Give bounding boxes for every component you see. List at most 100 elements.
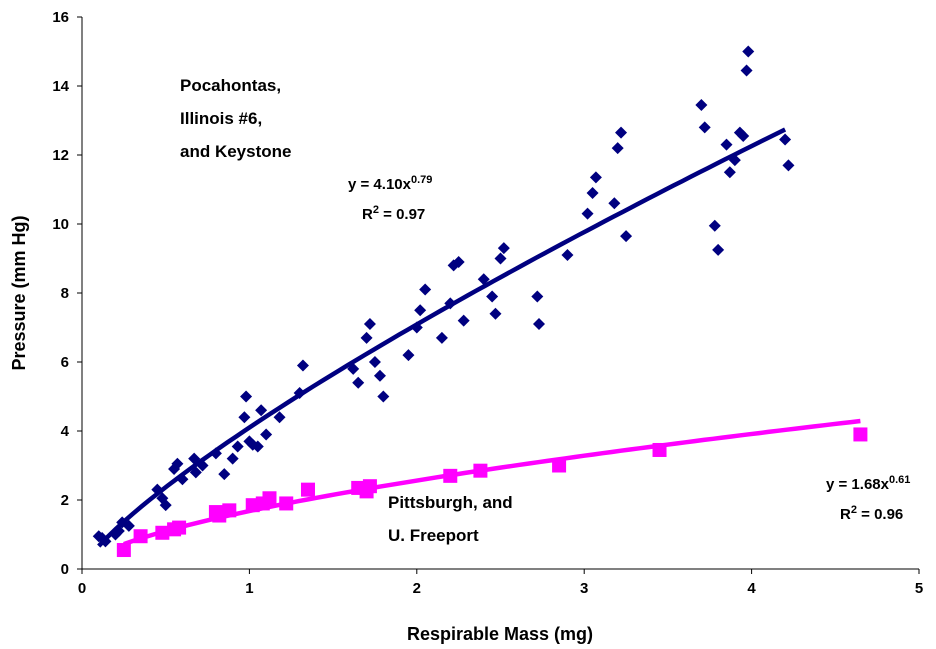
series-1-point xyxy=(363,318,376,331)
y-tick-label: 0 xyxy=(61,561,69,578)
series-1-point xyxy=(615,126,628,139)
series-2-label: Pittsburgh, and U. Freeport xyxy=(388,493,517,545)
x-axis-title: Respirable Mass (mg) xyxy=(407,624,593,644)
series-1-point xyxy=(414,304,427,317)
series-2-r2-value: = 0.96 xyxy=(857,506,903,523)
series-1-point xyxy=(238,411,251,424)
y-tick-label: 4 xyxy=(61,423,70,440)
trendlines xyxy=(97,127,861,548)
series-1-point xyxy=(410,321,423,334)
series-1-point xyxy=(737,130,750,143)
series-1-point xyxy=(273,411,286,424)
series-1-r2-prefix: R xyxy=(362,206,373,223)
series-1-r2-sup: 2 xyxy=(373,204,379,216)
series-1-point xyxy=(695,98,708,111)
series-2-point xyxy=(222,503,237,518)
series-1-point xyxy=(360,331,373,344)
y-tick-label: 6 xyxy=(61,354,69,371)
series-1-point xyxy=(742,45,755,58)
series-2-point xyxy=(279,496,294,511)
series-1-point xyxy=(189,466,202,479)
series-1-point xyxy=(176,473,189,486)
series-1-label-line-3: and Keystone xyxy=(180,142,291,161)
series-1-point xyxy=(452,255,465,268)
series-2-point xyxy=(116,543,131,558)
series-1-point xyxy=(226,452,239,465)
series-1-point xyxy=(260,428,273,441)
series-1-point xyxy=(159,499,172,512)
series-1-point xyxy=(589,171,602,184)
series-1-point xyxy=(611,142,624,155)
y-tick-label: 8 xyxy=(61,285,69,302)
series-1-equation: y = 4.10x0.79 xyxy=(348,174,432,193)
y-axis-title: Pressure (mm Hg) xyxy=(9,215,29,370)
series-2-equation: y = 1.68x0.61 xyxy=(826,474,910,493)
series-2-equation-exponent: 0.61 xyxy=(889,474,910,486)
series-1-label-line-2: Illinois #6, xyxy=(180,109,262,128)
series-2-point xyxy=(262,491,277,506)
series-1-point xyxy=(497,242,510,255)
series-1-point xyxy=(171,457,184,470)
series-2-point xyxy=(443,468,458,483)
series-2-r2: R2 = 0.96 xyxy=(840,504,903,523)
series-2-point xyxy=(652,442,667,457)
axes xyxy=(81,17,919,570)
series-1-point xyxy=(779,133,792,146)
series-1-r2-value: = 0.97 xyxy=(379,206,425,223)
series-1-point xyxy=(196,459,209,472)
series-1-point xyxy=(477,273,490,286)
series-1-point xyxy=(402,349,415,362)
series-1-point xyxy=(296,359,309,372)
series-2-label-line-1: Pittsburgh, and xyxy=(388,493,513,512)
y-tick-label: 16 xyxy=(52,9,69,26)
y-tick-label: 12 xyxy=(52,147,69,164)
series-1-label-line-1: Pocahontas, xyxy=(180,76,281,95)
series-1-point xyxy=(608,197,621,210)
series-1-point xyxy=(708,219,721,232)
series-1-point xyxy=(620,230,633,243)
series-1-equation-base: y = 4.10x xyxy=(348,176,412,193)
series-1-point xyxy=(712,243,725,256)
series-1-point xyxy=(728,154,741,167)
series-1-point xyxy=(122,519,135,532)
series-2-point xyxy=(300,482,315,497)
series-1-point xyxy=(489,307,502,320)
x-tick-label: 1 xyxy=(245,580,253,597)
series-1-point xyxy=(251,440,264,453)
series-1-point xyxy=(457,314,470,327)
series-2-point xyxy=(172,520,187,535)
x-tick-label: 2 xyxy=(413,580,421,597)
series-1-point xyxy=(435,331,448,344)
series-1-point xyxy=(419,283,432,296)
series-1-point xyxy=(209,447,222,460)
series-2-point xyxy=(155,525,170,540)
series-1-point xyxy=(723,166,736,179)
x-tick-label: 4 xyxy=(747,580,756,597)
series-1-point xyxy=(486,290,499,303)
series-1-point xyxy=(561,249,574,262)
series-2-r2-sup: 2 xyxy=(851,504,857,516)
series-2-point xyxy=(853,427,868,442)
series-1-point xyxy=(373,369,386,382)
series-1-point xyxy=(581,207,594,220)
series-2-point xyxy=(133,529,148,544)
series-1-point xyxy=(720,138,733,151)
series-1-point xyxy=(352,376,365,389)
series-2-point xyxy=(362,479,377,494)
series-1-point xyxy=(531,290,544,303)
series-1-point xyxy=(99,535,112,548)
series-2-point xyxy=(552,458,567,473)
series-1-equation-exponent: 0.79 xyxy=(411,174,432,186)
series-1-point xyxy=(586,186,599,199)
series-1-point xyxy=(444,297,457,310)
markers xyxy=(92,45,868,558)
series-1-point xyxy=(255,404,268,417)
series-2-point xyxy=(473,463,488,478)
series-1-point xyxy=(293,387,306,400)
series-1-point xyxy=(188,452,201,465)
series-1-point xyxy=(218,468,231,481)
y-tick-label: 10 xyxy=(52,216,69,233)
series-1-point xyxy=(533,318,546,331)
